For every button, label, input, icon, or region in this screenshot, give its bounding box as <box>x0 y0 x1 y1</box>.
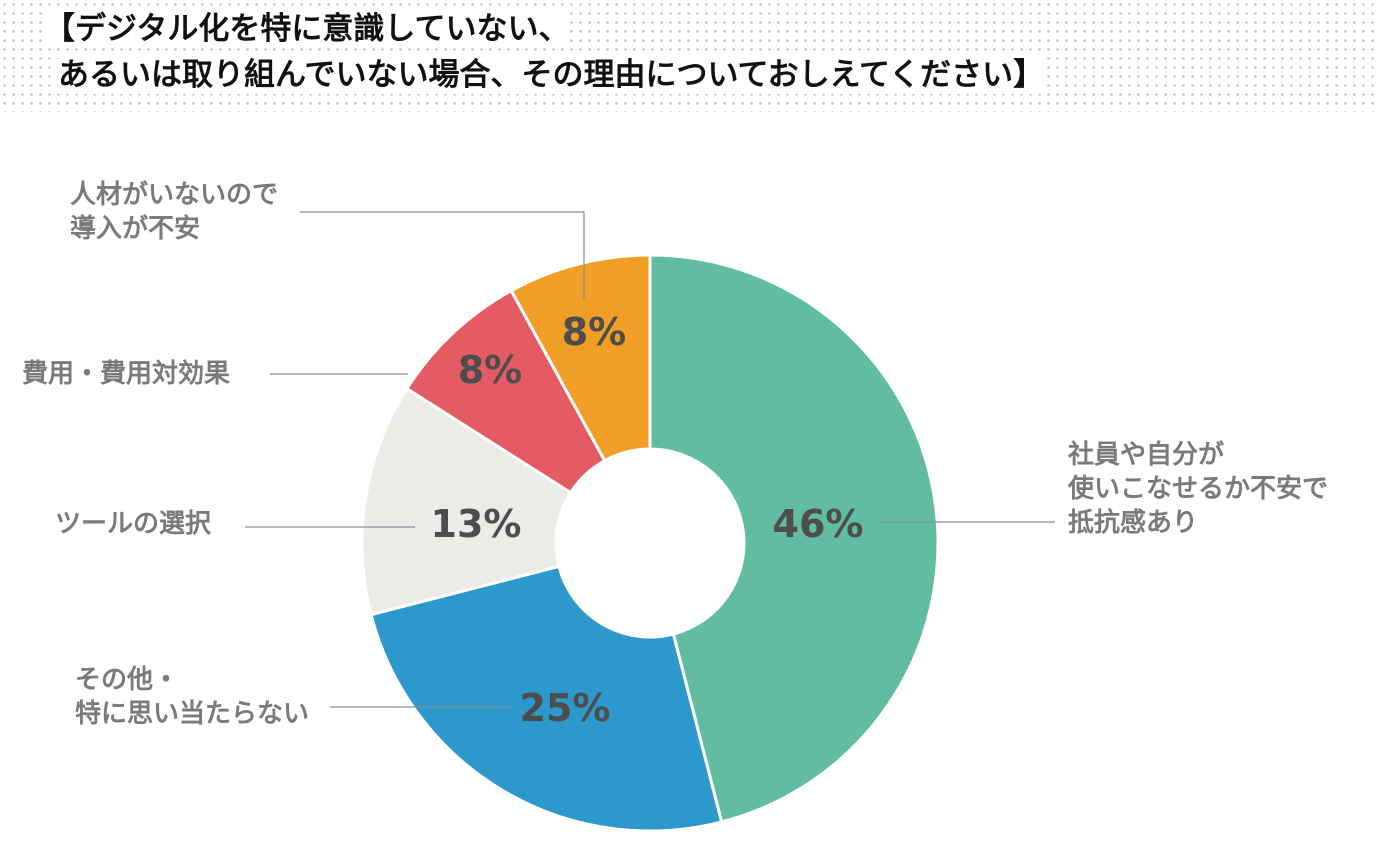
category-label-2-line-2: 特に思い当たらない <box>75 698 309 729</box>
category-label-1-line-1: 社員や自分が <box>1068 439 1224 470</box>
slice-4 <box>404 288 607 495</box>
slice-3 <box>360 386 573 617</box>
leader-line-5 <box>300 211 585 300</box>
category-label-1-line-2: 使いこなせるか不安で <box>1067 474 1328 504</box>
percent-label-4: 8% <box>458 348 523 392</box>
leader-lines-group <box>245 211 1055 708</box>
percent-label-2: 25% <box>520 686 611 730</box>
category-label-1-line-3: 抵抗感あり <box>1068 507 1198 538</box>
slices-group <box>360 253 940 833</box>
category-label-5-line-2: 導入が不安 <box>70 213 200 244</box>
chart-title-line-1: 【デジタル化を特に意識していない、 <box>44 10 570 48</box>
chart-title-line-2: あるいは取り組んでいない場合、その理由についておしえてください】 <box>58 56 1045 94</box>
percent-label-1: 46% <box>773 502 864 546</box>
category-label-3-line-1: ツールの選択 <box>55 509 212 539</box>
slice-5 <box>509 253 652 463</box>
percent-label-3: 13% <box>431 502 522 546</box>
slice-1 <box>648 253 940 824</box>
category-label-5-line-1: 人材がいないので <box>70 179 278 210</box>
slice-2 <box>369 564 724 833</box>
category-label-4-line-1: 費用・費用対効果 <box>22 358 230 389</box>
percent-labels-group: 46% 25% 13% 8% 8% <box>431 310 864 730</box>
category-label-2-line-1: その他・ <box>75 665 179 695</box>
percent-label-5: 8% <box>562 310 627 354</box>
